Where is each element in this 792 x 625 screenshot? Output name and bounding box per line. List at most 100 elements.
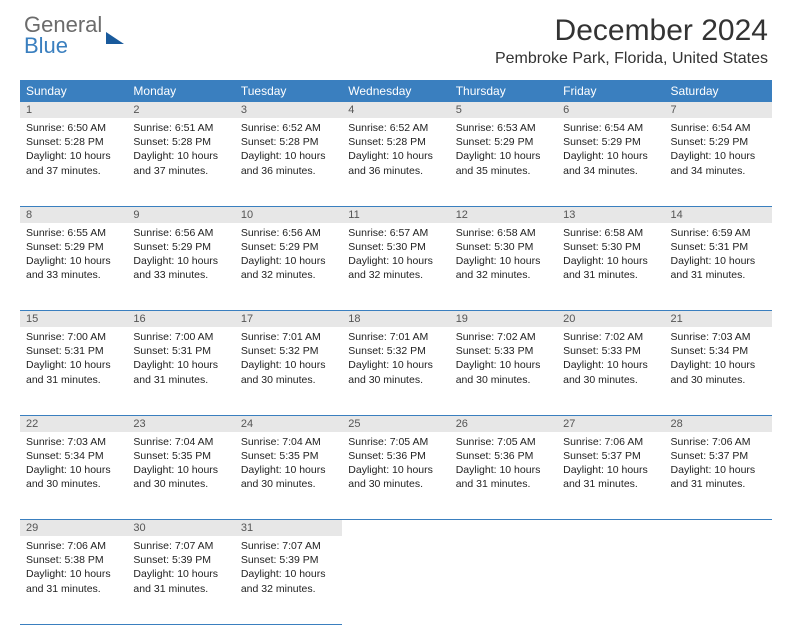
weekday-header: Saturday [665, 80, 772, 102]
day-number-cell: 11 [342, 206, 449, 223]
day-details: Sunrise: 7:04 AMSunset: 5:35 PMDaylight:… [127, 432, 234, 496]
day-number-cell: 2 [127, 102, 234, 118]
day-cell: Sunrise: 7:01 AMSunset: 5:32 PMDaylight:… [235, 327, 342, 415]
sunset-line: Sunset: 5:28 PM [133, 135, 228, 149]
day-details: Sunrise: 7:02 AMSunset: 5:33 PMDaylight:… [557, 327, 664, 391]
sunset-line: Sunset: 5:36 PM [456, 449, 551, 463]
sunrise-line: Sunrise: 6:52 AM [348, 121, 443, 135]
day-content-row: Sunrise: 6:50 AMSunset: 5:28 PMDaylight:… [20, 118, 772, 206]
weekday-header: Tuesday [235, 80, 342, 102]
day-details: Sunrise: 6:59 AMSunset: 5:31 PMDaylight:… [665, 223, 772, 287]
sunrise-line: Sunrise: 6:53 AM [456, 121, 551, 135]
day-number-row: 293031 [20, 520, 772, 537]
daylight-line: Daylight: 10 hours and 30 minutes. [241, 358, 336, 386]
day-cell: Sunrise: 7:00 AMSunset: 5:31 PMDaylight:… [127, 327, 234, 415]
sunset-line: Sunset: 5:29 PM [133, 240, 228, 254]
day-details: Sunrise: 7:07 AMSunset: 5:39 PMDaylight:… [235, 536, 342, 600]
day-cell: Sunrise: 6:56 AMSunset: 5:29 PMDaylight:… [127, 223, 234, 311]
daylight-line: Daylight: 10 hours and 35 minutes. [456, 149, 551, 177]
sunset-line: Sunset: 5:30 PM [348, 240, 443, 254]
sunset-line: Sunset: 5:32 PM [348, 344, 443, 358]
sunset-line: Sunset: 5:35 PM [241, 449, 336, 463]
daylight-line: Daylight: 10 hours and 37 minutes. [133, 149, 228, 177]
daylight-line: Daylight: 10 hours and 31 minutes. [133, 358, 228, 386]
day-number-cell: 22 [20, 415, 127, 432]
daylight-line: Daylight: 10 hours and 32 minutes. [456, 254, 551, 282]
daylight-line: Daylight: 10 hours and 37 minutes. [26, 149, 121, 177]
weekday-header: Friday [557, 80, 664, 102]
day-cell: Sunrise: 7:00 AMSunset: 5:31 PMDaylight:… [20, 327, 127, 415]
sunset-line: Sunset: 5:28 PM [241, 135, 336, 149]
daylight-line: Daylight: 10 hours and 30 minutes. [241, 463, 336, 491]
day-content-row: Sunrise: 7:03 AMSunset: 5:34 PMDaylight:… [20, 432, 772, 520]
logo-text: General Blue [24, 14, 102, 57]
day-cell: Sunrise: 6:53 AMSunset: 5:29 PMDaylight:… [450, 118, 557, 206]
sunrise-line: Sunrise: 6:59 AM [671, 226, 766, 240]
day-details: Sunrise: 7:01 AMSunset: 5:32 PMDaylight:… [342, 327, 449, 391]
location-text: Pembroke Park, Florida, United States [495, 50, 768, 68]
sunrise-line: Sunrise: 7:07 AM [133, 539, 228, 553]
sunrise-line: Sunrise: 6:58 AM [456, 226, 551, 240]
daylight-line: Daylight: 10 hours and 30 minutes. [348, 463, 443, 491]
day-number-cell: 10 [235, 206, 342, 223]
daylight-line: Daylight: 10 hours and 31 minutes. [26, 358, 121, 386]
sunrise-line: Sunrise: 7:01 AM [241, 330, 336, 344]
day-number-cell: 5 [450, 102, 557, 118]
day-details: Sunrise: 7:05 AMSunset: 5:36 PMDaylight:… [342, 432, 449, 496]
sunset-line: Sunset: 5:33 PM [456, 344, 551, 358]
weekday-header: Monday [127, 80, 234, 102]
sunrise-line: Sunrise: 7:01 AM [348, 330, 443, 344]
day-details: Sunrise: 7:00 AMSunset: 5:31 PMDaylight:… [127, 327, 234, 391]
daylight-line: Daylight: 10 hours and 33 minutes. [26, 254, 121, 282]
daylight-line: Daylight: 10 hours and 36 minutes. [241, 149, 336, 177]
day-cell: Sunrise: 7:07 AMSunset: 5:39 PMDaylight:… [127, 536, 234, 624]
title-block: December 2024 Pembroke Park, Florida, Un… [495, 14, 768, 68]
sunrise-line: Sunrise: 7:02 AM [563, 330, 658, 344]
day-cell: Sunrise: 7:06 AMSunset: 5:37 PMDaylight:… [557, 432, 664, 520]
day-number-cell [557, 520, 664, 537]
day-number-cell [450, 520, 557, 537]
sunrise-line: Sunrise: 7:05 AM [348, 435, 443, 449]
day-cell: Sunrise: 6:55 AMSunset: 5:29 PMDaylight:… [20, 223, 127, 311]
sunrise-line: Sunrise: 7:06 AM [671, 435, 766, 449]
day-details: Sunrise: 7:02 AMSunset: 5:33 PMDaylight:… [450, 327, 557, 391]
day-number-cell: 12 [450, 206, 557, 223]
day-number-cell: 6 [557, 102, 664, 118]
logo-triangle-icon [106, 32, 124, 44]
day-cell: Sunrise: 6:57 AMSunset: 5:30 PMDaylight:… [342, 223, 449, 311]
day-number-cell: 15 [20, 311, 127, 328]
day-number-cell: 4 [342, 102, 449, 118]
sunrise-line: Sunrise: 7:06 AM [26, 539, 121, 553]
sunrise-line: Sunrise: 6:56 AM [241, 226, 336, 240]
sunset-line: Sunset: 5:39 PM [241, 553, 336, 567]
day-number-cell: 21 [665, 311, 772, 328]
sunset-line: Sunset: 5:30 PM [563, 240, 658, 254]
day-cell: Sunrise: 6:50 AMSunset: 5:28 PMDaylight:… [20, 118, 127, 206]
day-details: Sunrise: 7:07 AMSunset: 5:39 PMDaylight:… [127, 536, 234, 600]
day-number-cell: 1 [20, 102, 127, 118]
day-details: Sunrise: 7:01 AMSunset: 5:32 PMDaylight:… [235, 327, 342, 391]
day-details: Sunrise: 6:51 AMSunset: 5:28 PMDaylight:… [127, 118, 234, 182]
day-cell: Sunrise: 7:05 AMSunset: 5:36 PMDaylight:… [342, 432, 449, 520]
sunrise-line: Sunrise: 6:50 AM [26, 121, 121, 135]
daylight-line: Daylight: 10 hours and 31 minutes. [563, 463, 658, 491]
page-title: December 2024 [495, 14, 768, 48]
day-cell: Sunrise: 6:58 AMSunset: 5:30 PMDaylight:… [557, 223, 664, 311]
day-number-cell: 30 [127, 520, 234, 537]
day-number-row: 1234567 [20, 102, 772, 118]
day-details: Sunrise: 6:56 AMSunset: 5:29 PMDaylight:… [235, 223, 342, 287]
day-number-cell: 26 [450, 415, 557, 432]
sunrise-line: Sunrise: 7:04 AM [241, 435, 336, 449]
sunset-line: Sunset: 5:34 PM [26, 449, 121, 463]
day-details: Sunrise: 7:00 AMSunset: 5:31 PMDaylight:… [20, 327, 127, 391]
day-content-row: Sunrise: 7:00 AMSunset: 5:31 PMDaylight:… [20, 327, 772, 415]
day-details: Sunrise: 7:06 AMSunset: 5:38 PMDaylight:… [20, 536, 127, 600]
day-cell: Sunrise: 6:52 AMSunset: 5:28 PMDaylight:… [342, 118, 449, 206]
sunset-line: Sunset: 5:28 PM [348, 135, 443, 149]
sunset-line: Sunset: 5:36 PM [348, 449, 443, 463]
sunrise-line: Sunrise: 6:56 AM [133, 226, 228, 240]
sunrise-line: Sunrise: 6:52 AM [241, 121, 336, 135]
daylight-line: Daylight: 10 hours and 30 minutes. [26, 463, 121, 491]
day-details: Sunrise: 6:58 AMSunset: 5:30 PMDaylight:… [450, 223, 557, 287]
sunrise-line: Sunrise: 7:03 AM [26, 435, 121, 449]
